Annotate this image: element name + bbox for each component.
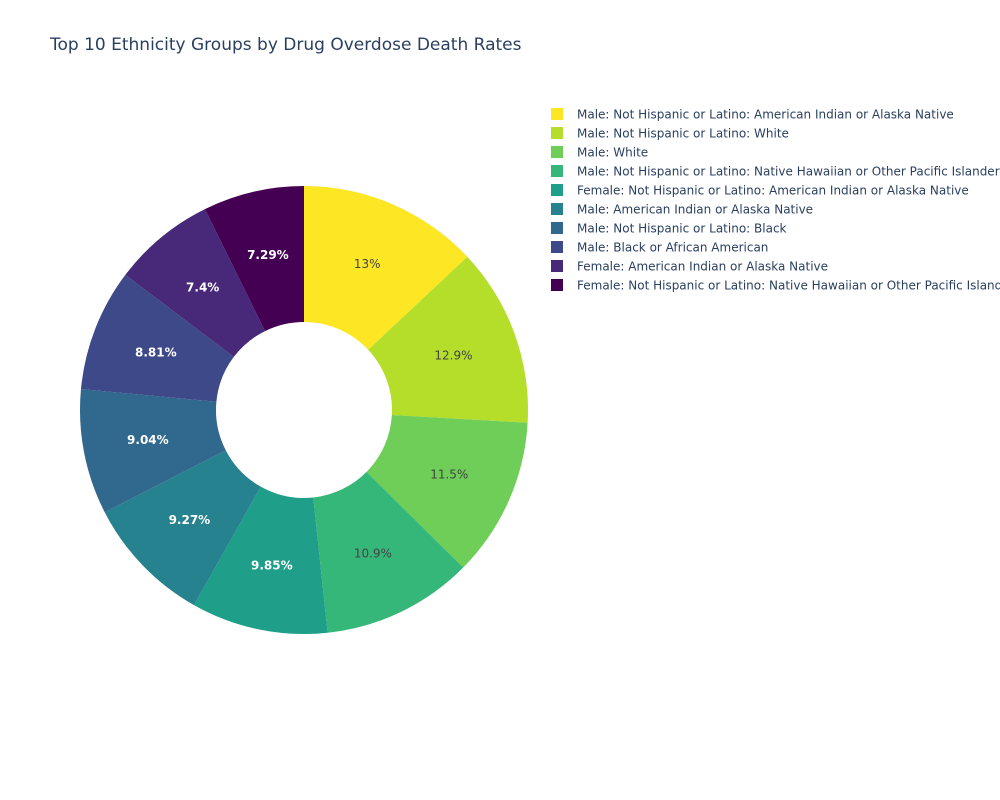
legend-item[interactable]: Male: Not Hispanic or Latino: Black [551,222,787,236]
legend-label: Male: Not Hispanic or Latino: Native Haw… [577,165,1000,179]
slice-percent-label: 12.9% [434,349,472,363]
legend-swatch [551,241,563,253]
donut-slice-3[interactable] [366,415,528,568]
legend-item[interactable]: Male: Not Hispanic or Latino: American I… [551,108,954,122]
legend-item[interactable]: Male: Not Hispanic or Latino: Native Haw… [551,165,1000,179]
donut-slice-8[interactable] [80,274,234,402]
slice-percent-label: 7.4% [186,280,219,294]
slice-percent-label: 13% [354,257,381,271]
slice-percent-label: 8.81% [135,345,177,359]
legend-label: Male: American Indian or Alaska Native [577,203,813,217]
legend-swatch [551,146,563,158]
slice-percent-label: 9.04% [127,433,169,447]
donut-slice-4[interactable] [313,471,464,633]
donut-slice-10[interactable] [204,186,304,332]
legend-swatch [551,222,563,234]
legend-item[interactable]: Female: Not Hispanic or Latino: American… [551,184,969,198]
legend-item[interactable]: Male: American Indian or Alaska Native [551,203,813,217]
donut-slice-7[interactable] [80,389,226,513]
legend-item[interactable]: Male: White [551,146,648,160]
donut-slice-5[interactable] [193,486,328,634]
legend-swatch [551,203,563,215]
donut-slice-2[interactable] [368,256,528,423]
legend-item[interactable]: Male: Not Hispanic or Latino: White [551,127,789,141]
slice-percent-label: 9.27% [169,513,211,527]
legend-label: Female: Not Hispanic or Latino: Native H… [577,279,1000,293]
legend-swatch [551,184,563,196]
legend: Male: Not Hispanic or Latino: American I… [551,108,1000,293]
donut-slice-1[interactable] [304,186,468,350]
legend-label: Male: Not Hispanic or Latino: Black [577,222,787,236]
legend-label: Female: American Indian or Alaska Native [577,260,828,274]
donut-slices [80,186,528,634]
legend-item[interactable]: Female: Not Hispanic or Latino: Native H… [551,279,1000,293]
legend-swatch [551,108,563,120]
donut-slice-6[interactable] [104,450,261,606]
donut-slice-9[interactable] [125,209,266,357]
legend-swatch [551,260,563,272]
legend-label: Male: Black or African American [577,241,768,255]
legend-swatch [551,127,563,139]
legend-label: Male: Not Hispanic or Latino: White [577,127,789,141]
slice-percent-label: 11.5% [430,468,468,482]
legend-label: Female: Not Hispanic or Latino: American… [577,184,969,198]
legend-label: Male: White [577,146,648,160]
legend-swatch [551,165,563,177]
legend-label: Male: Not Hispanic or Latino: American I… [577,108,954,122]
slice-labels: 13% 12.9% 11.5% 10.9% 9.85% 9.27% 9.04% 8.81% 7.… [127,248,472,573]
chart-title: Top 10 Ethnicity Groups by Drug Overdose… [49,35,522,55]
slice-percent-label: 7.29% [247,248,289,262]
legend-swatch [551,279,563,291]
slice-percent-label: 9.85% [251,559,293,573]
slice-percent-label: 10.9% [354,546,392,560]
legend-item[interactable]: Male: Black or African American [551,241,768,255]
legend-item[interactable]: Female: American Indian or Alaska Native [551,260,828,274]
